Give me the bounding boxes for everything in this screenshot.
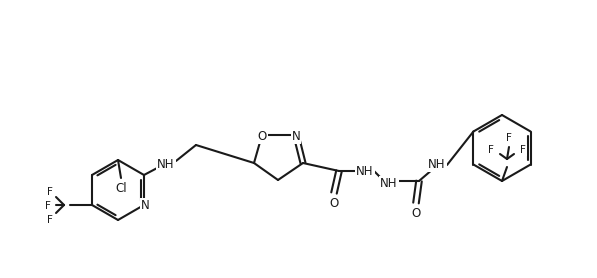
Text: F: F	[506, 133, 512, 143]
Text: N: N	[141, 199, 149, 212]
Text: NH: NH	[157, 158, 175, 171]
Text: F: F	[488, 145, 494, 155]
Text: F: F	[45, 201, 51, 211]
Text: F: F	[47, 215, 53, 225]
Text: Cl: Cl	[115, 182, 127, 195]
Text: NH: NH	[380, 177, 398, 190]
Text: F: F	[47, 187, 53, 197]
Text: NH: NH	[428, 158, 446, 171]
Text: F: F	[520, 145, 526, 155]
Text: O: O	[257, 130, 267, 143]
Text: N: N	[291, 130, 300, 143]
Text: NH: NH	[356, 165, 374, 178]
Text: O: O	[330, 197, 338, 210]
Text: O: O	[411, 207, 421, 220]
